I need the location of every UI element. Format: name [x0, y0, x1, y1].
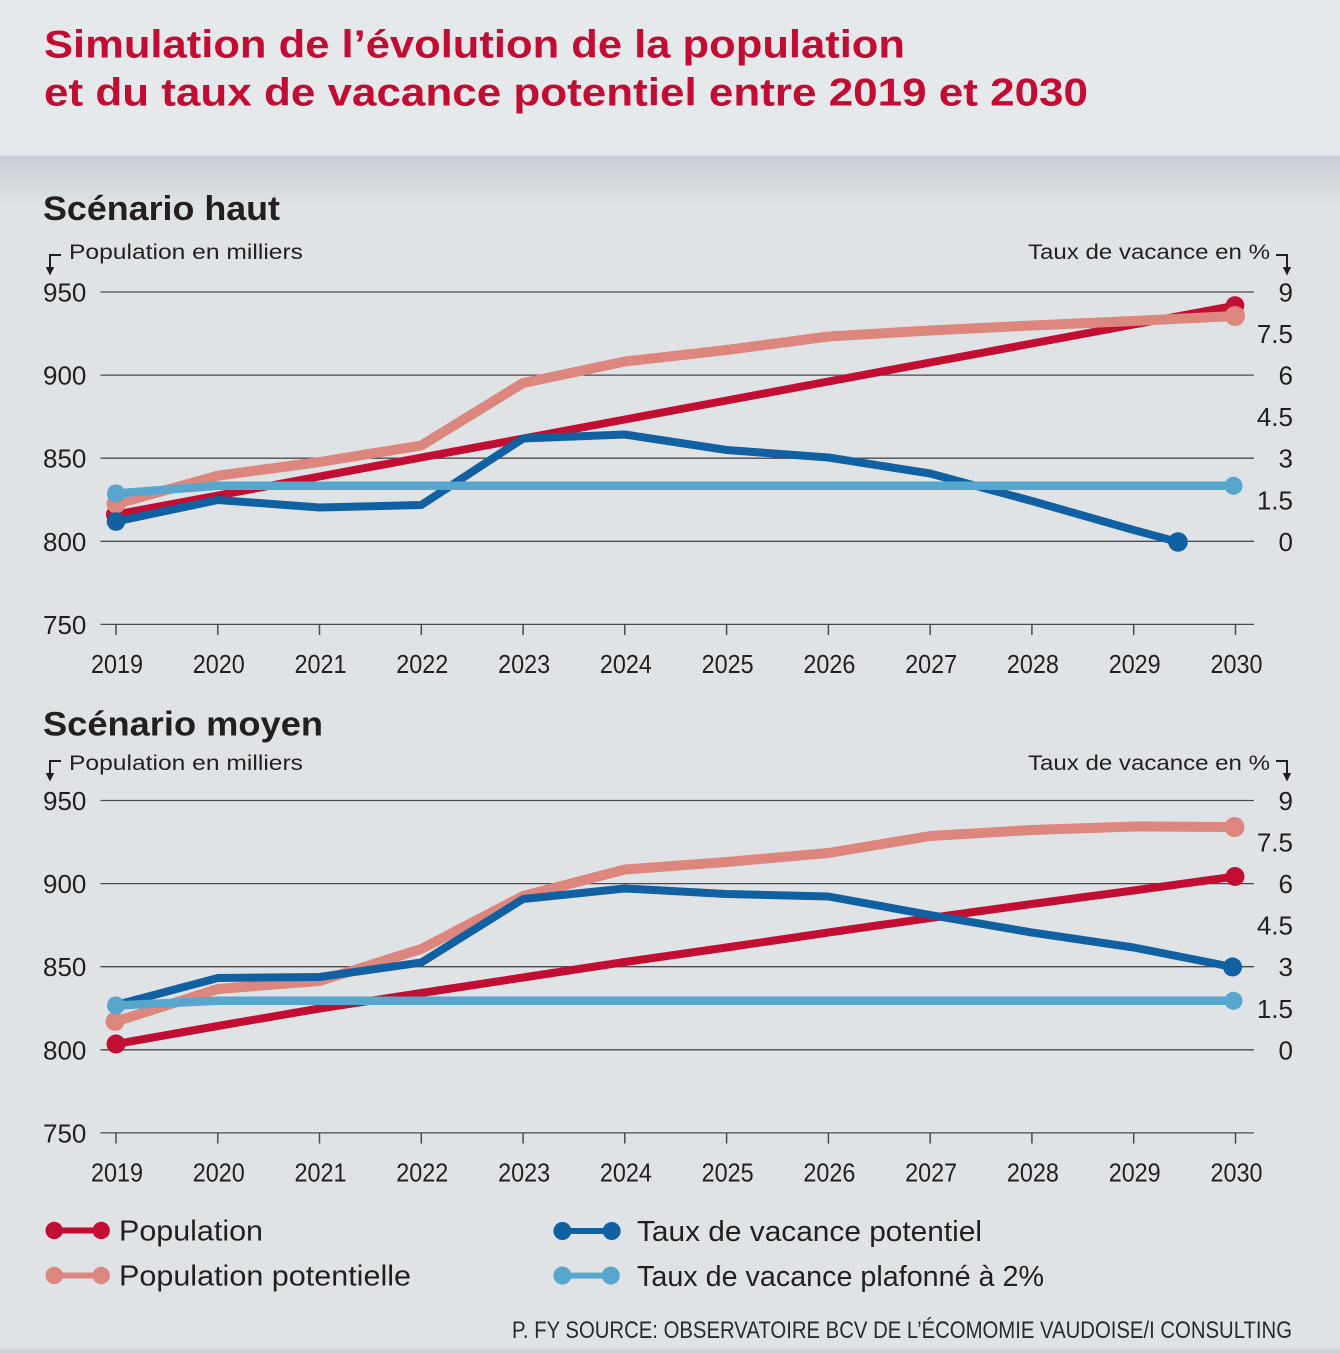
svg-text:4.5: 4.5: [1257, 911, 1293, 941]
svg-text:2021: 2021: [295, 649, 347, 679]
svg-text:2024: 2024: [600, 649, 652, 679]
svg-text:2028: 2028: [1007, 649, 1059, 679]
svg-text:2026: 2026: [803, 649, 855, 679]
svg-text:et du taux de vacance potentie: et du taux de vacance potentiel entre 20…: [44, 72, 1088, 115]
svg-text:900: 900: [43, 361, 86, 391]
svg-text:P. FY SOURCE: OBSERVATOIRE BCV: P. FY SOURCE: OBSERVATOIRE BCV DE L’ÉCOM…: [512, 1317, 1292, 1344]
svg-text:0: 0: [1279, 1035, 1293, 1065]
svg-text:2026: 2026: [803, 1158, 855, 1188]
svg-text:2029: 2029: [1109, 1158, 1161, 1188]
svg-text:950: 950: [43, 786, 86, 816]
svg-text:850: 850: [43, 444, 86, 474]
svg-text:2030: 2030: [1210, 649, 1262, 679]
svg-text:3: 3: [1279, 444, 1293, 474]
svg-text:Taux de vacance plafonné à 2%: Taux de vacance plafonné à 2%: [637, 1261, 1044, 1293]
svg-text:Population: Population: [119, 1216, 263, 1248]
svg-text:Scénario moyen: Scénario moyen: [43, 706, 323, 744]
svg-text:Population en milliers: Population en milliers: [69, 752, 303, 775]
svg-text:750: 750: [43, 610, 86, 640]
svg-text:2021: 2021: [295, 1158, 347, 1188]
svg-text:850: 850: [43, 952, 86, 982]
svg-text:4.5: 4.5: [1257, 402, 1293, 432]
svg-text:2019: 2019: [91, 1158, 143, 1188]
svg-text:1.5: 1.5: [1257, 485, 1293, 515]
svg-text:9: 9: [1279, 278, 1293, 308]
svg-text:7.5: 7.5: [1257, 828, 1293, 858]
svg-text:Simulation de l’évolution de l: Simulation de l’évolution de la populati…: [44, 24, 905, 67]
svg-text:1.5: 1.5: [1257, 994, 1293, 1024]
svg-text:2027: 2027: [905, 1158, 957, 1188]
svg-text:2023: 2023: [498, 1158, 550, 1188]
svg-text:9: 9: [1279, 786, 1293, 816]
svg-text:3: 3: [1279, 952, 1293, 982]
svg-text:7.5: 7.5: [1257, 319, 1293, 349]
svg-text:2025: 2025: [702, 1158, 754, 1188]
svg-text:6: 6: [1279, 361, 1293, 391]
svg-text:2025: 2025: [702, 649, 754, 679]
svg-text:2023: 2023: [498, 649, 550, 679]
svg-text:2024: 2024: [600, 1158, 652, 1188]
svg-text:900: 900: [43, 869, 86, 899]
svg-text:2028: 2028: [1007, 1158, 1059, 1188]
svg-text:950: 950: [43, 278, 86, 308]
svg-text:2020: 2020: [193, 1158, 245, 1188]
svg-text:2019: 2019: [91, 649, 143, 679]
svg-text:800: 800: [43, 527, 86, 557]
svg-text:2030: 2030: [1210, 1158, 1262, 1188]
svg-text:Taux de vacance potentiel: Taux de vacance potentiel: [637, 1216, 982, 1248]
svg-text:2020: 2020: [193, 649, 245, 679]
svg-text:Population en milliers: Population en milliers: [69, 241, 303, 264]
svg-text:800: 800: [43, 1035, 86, 1065]
svg-text:2022: 2022: [396, 649, 448, 679]
svg-text:Taux de vacance en %: Taux de vacance en %: [1028, 241, 1270, 264]
svg-text:Taux de vacance en %: Taux de vacance en %: [1028, 752, 1270, 775]
svg-text:0: 0: [1279, 527, 1293, 557]
svg-text:2029: 2029: [1109, 649, 1161, 679]
svg-text:Scénario haut: Scénario haut: [43, 190, 280, 228]
svg-text:2022: 2022: [396, 1158, 448, 1188]
svg-text:Population potentielle: Population potentielle: [119, 1261, 411, 1293]
svg-text:750: 750: [43, 1118, 86, 1148]
svg-text:6: 6: [1279, 869, 1293, 899]
svg-text:2027: 2027: [905, 649, 957, 679]
